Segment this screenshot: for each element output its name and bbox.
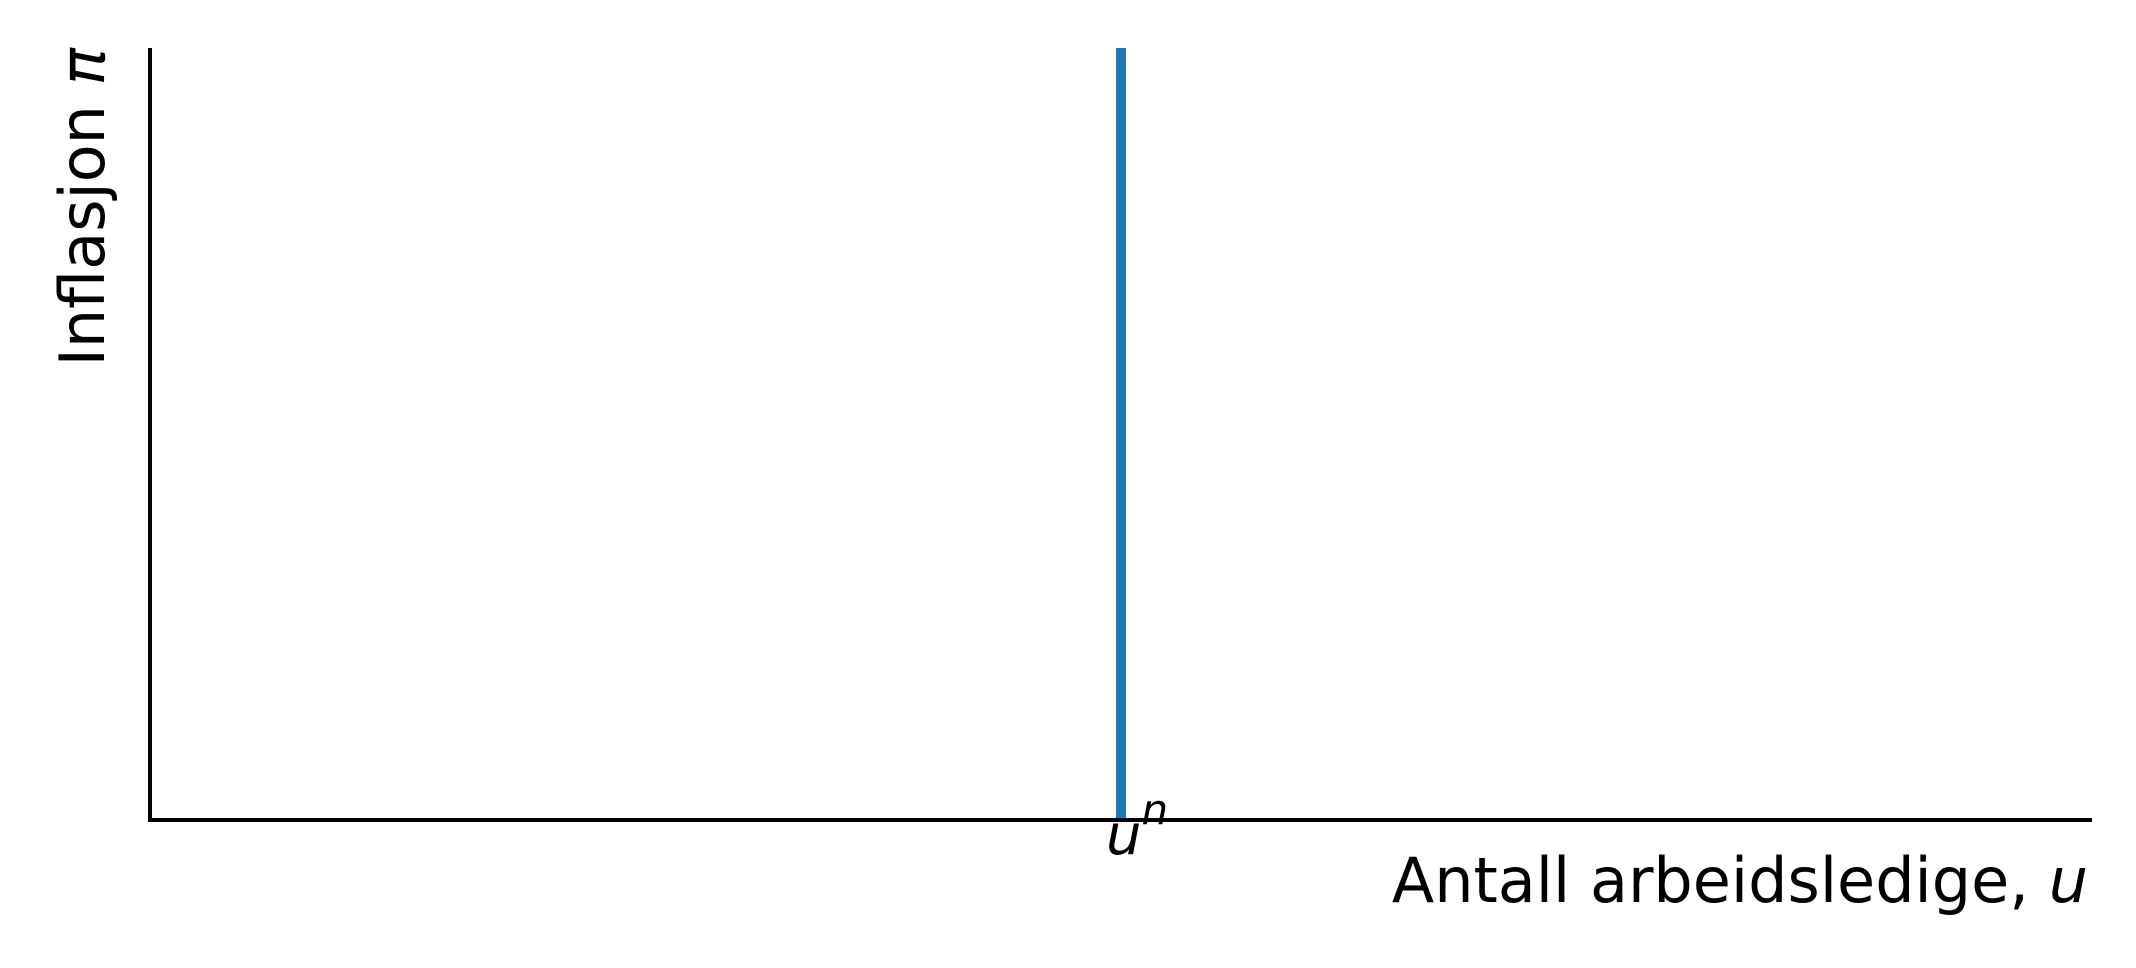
y-axis-label: Inflasjon π <box>46 46 119 366</box>
y-axis-label-space <box>46 85 119 105</box>
x-axis-label-space <box>2029 844 2049 917</box>
y-axis-label-text: Inflasjon <box>46 105 119 366</box>
x-axis-label: Antall arbeidsledige, u <box>1392 844 2088 917</box>
x-axis-label-text: Antall arbeidsledige, <box>1392 844 2029 917</box>
x-axis-variable: u <box>2049 844 2088 917</box>
un-annotation-base: u <box>1106 803 1142 868</box>
y-axis-variable: π <box>46 46 119 85</box>
un-annotation: un <box>1106 785 1168 868</box>
un-annotation-superscript: n <box>1141 785 1168 834</box>
